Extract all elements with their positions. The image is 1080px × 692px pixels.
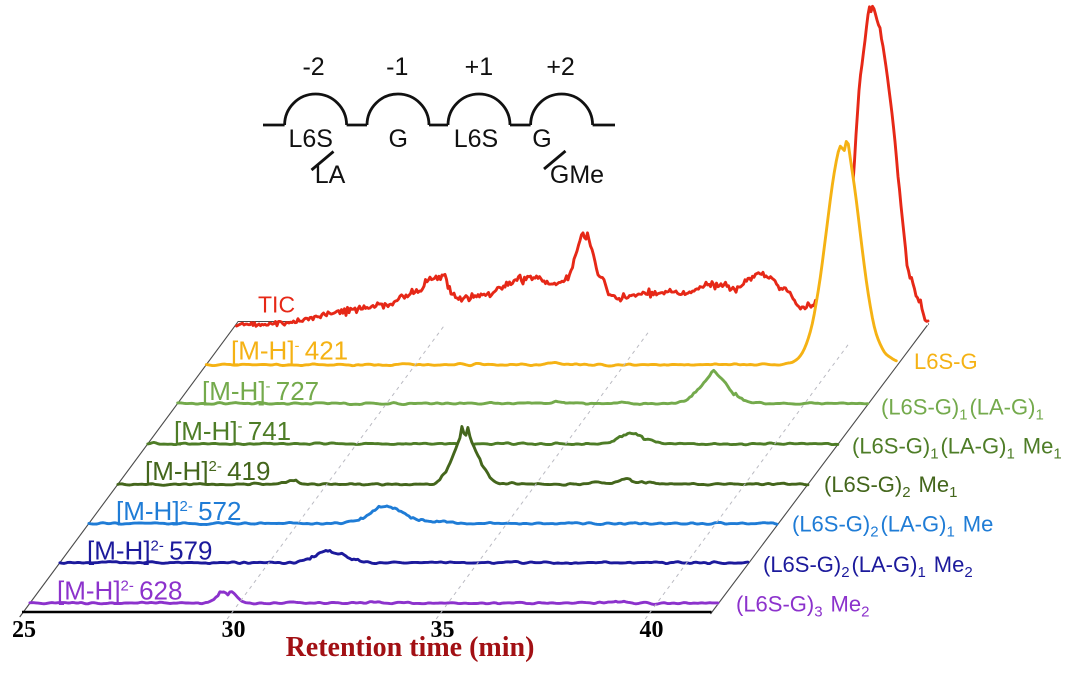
svg-text:[M-H]2- 579: [M-H]2- 579 [87, 536, 212, 566]
svg-text:+1: +1 [465, 53, 494, 81]
svg-text:40: 40 [640, 617, 664, 643]
svg-text:G: G [532, 125, 551, 153]
svg-text:+2: +2 [546, 53, 575, 81]
svg-text:(L6S-G)2 (LA-G)1 Me2: (L6S-G)2 (LA-G)1 Me2 [763, 552, 975, 581]
svg-text:(L6S-G)2 (LA-G)1 Me: (L6S-G)2 (LA-G)1 Me [792, 512, 993, 541]
svg-text:L6S-G: L6S-G [914, 349, 978, 374]
svg-text:TIC: TIC [258, 292, 295, 318]
svg-text:L6S: L6S [288, 125, 332, 153]
svg-text:(L6S-G)2 Me1: (L6S-G)2 Me1 [824, 472, 959, 501]
svg-text:[M-H]2- 419: [M-H]2- 419 [145, 456, 270, 486]
svg-text:LA: LA [315, 161, 346, 189]
svg-text:[M-H]2- 572: [M-H]2- 572 [116, 496, 241, 526]
svg-text:25: 25 [12, 617, 36, 643]
svg-text:L6S: L6S [454, 125, 498, 153]
svg-text:[M-H]- 727: [M-H]- 727 [202, 376, 319, 406]
svg-text:-2: -2 [302, 53, 324, 81]
svg-text:[M-H]- 421: [M-H]- 421 [231, 336, 348, 366]
svg-text:35: 35 [431, 617, 455, 643]
svg-text:(L6S-G)3 Me2: (L6S-G)3 Me2 [736, 592, 871, 621]
svg-text:Retention time (min): Retention time (min) [286, 632, 535, 663]
svg-text:-1: -1 [386, 53, 408, 81]
svg-text:G: G [388, 125, 407, 153]
svg-text:[M-H]2- 628: [M-H]2- 628 [57, 576, 182, 606]
svg-text:30: 30 [222, 617, 246, 643]
svg-text:GMe: GMe [550, 161, 604, 189]
svg-text:(L6S-G)1 (LA-G)1 Me1: (L6S-G)1 (LA-G)1 Me1 [852, 434, 1064, 463]
svg-text:[M-H]- 741: [M-H]- 741 [174, 416, 291, 446]
